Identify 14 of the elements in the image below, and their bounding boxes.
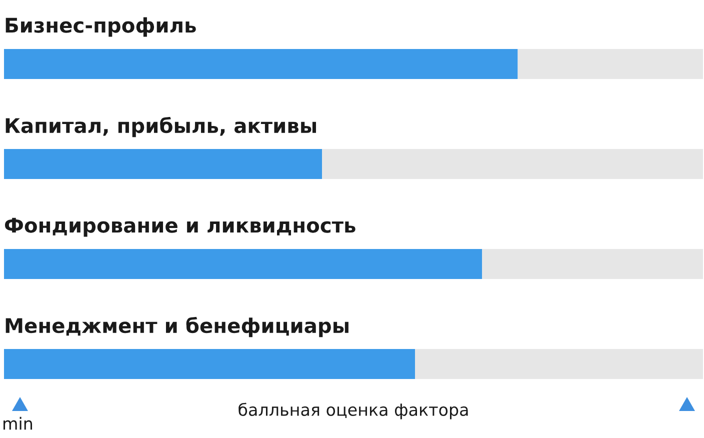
text: min <box>4 416 32 430</box>
y-tick-label: Менеджмент и бенефициары <box>6 316 348 338</box>
y-tick-label: Бизнес-профиль <box>6 17 196 37</box>
bar <box>4 349 416 379</box>
bar <box>518 49 703 79</box>
bar <box>322 149 703 179</box>
bar <box>415 349 703 379</box>
bar <box>4 149 322 179</box>
bar <box>4 249 482 279</box>
bar <box>482 249 703 279</box>
x-axis-title: балльная оценка фактора <box>238 402 468 420</box>
bar <box>4 49 518 79</box>
y-tick-label: Фондирование и ликвидность <box>5 218 356 237</box>
y-tick-label: Капитал, прибыль, активы <box>6 116 316 138</box>
